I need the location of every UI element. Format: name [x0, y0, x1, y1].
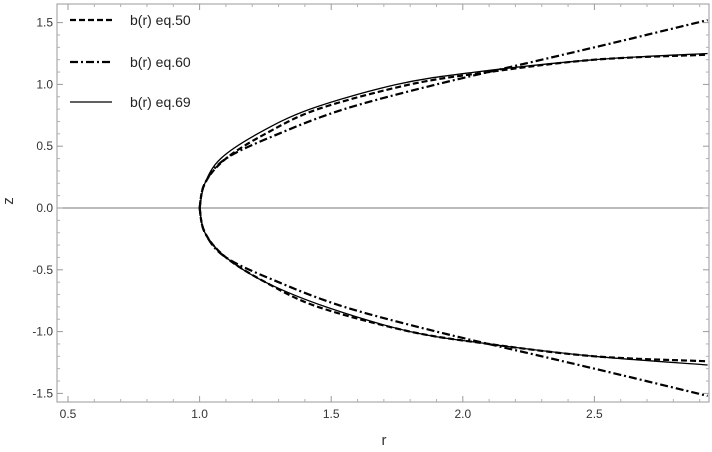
- legend: b(r) eq.50 b(r) eq.60 b(r) eq.69: [70, 12, 191, 110]
- y-tick-label: 1.5: [36, 16, 53, 30]
- x-tick-label: 2.5: [586, 407, 603, 421]
- x-tick-label: 2.0: [454, 407, 471, 421]
- y-tick-label: 1.0: [36, 77, 53, 91]
- series-solid-lower-branch: [198, 207, 708, 366]
- y-tick-label: 0.5: [36, 139, 53, 153]
- y-tick-label: -1.0: [32, 325, 53, 339]
- x-tick-label: 1.0: [191, 407, 208, 421]
- axis-ticks: 0.5 1.0 1.5 2.0 2.5 -1.5 -1.0 -0.5 0.0 0.5 1.0 1.5: [32, 4, 709, 421]
- y-tick-label: 0.0: [36, 201, 53, 215]
- x-axis-label: r: [382, 432, 387, 449]
- series-dashdot-lower-branch: [198, 207, 708, 397]
- legend-label: b(r) eq.50: [130, 12, 191, 28]
- y-tick-label: -1.5: [32, 386, 53, 400]
- series-curves: [198, 19, 708, 397]
- plot-border: [56, 3, 710, 403]
- legend-label: b(r) eq.69: [130, 94, 191, 110]
- plot-frame: [56, 3, 710, 403]
- x-tick-label: 0.5: [60, 407, 77, 421]
- y-axis-label: z: [0, 197, 17, 205]
- y-tick-label: -0.5: [32, 263, 53, 277]
- x-tick-label: 1.5: [323, 407, 340, 421]
- series-dashdot-upper-branch: [198, 19, 708, 209]
- legend-label: b(r) eq.60: [130, 54, 191, 70]
- series-solid-upper-branch: [198, 52, 708, 209]
